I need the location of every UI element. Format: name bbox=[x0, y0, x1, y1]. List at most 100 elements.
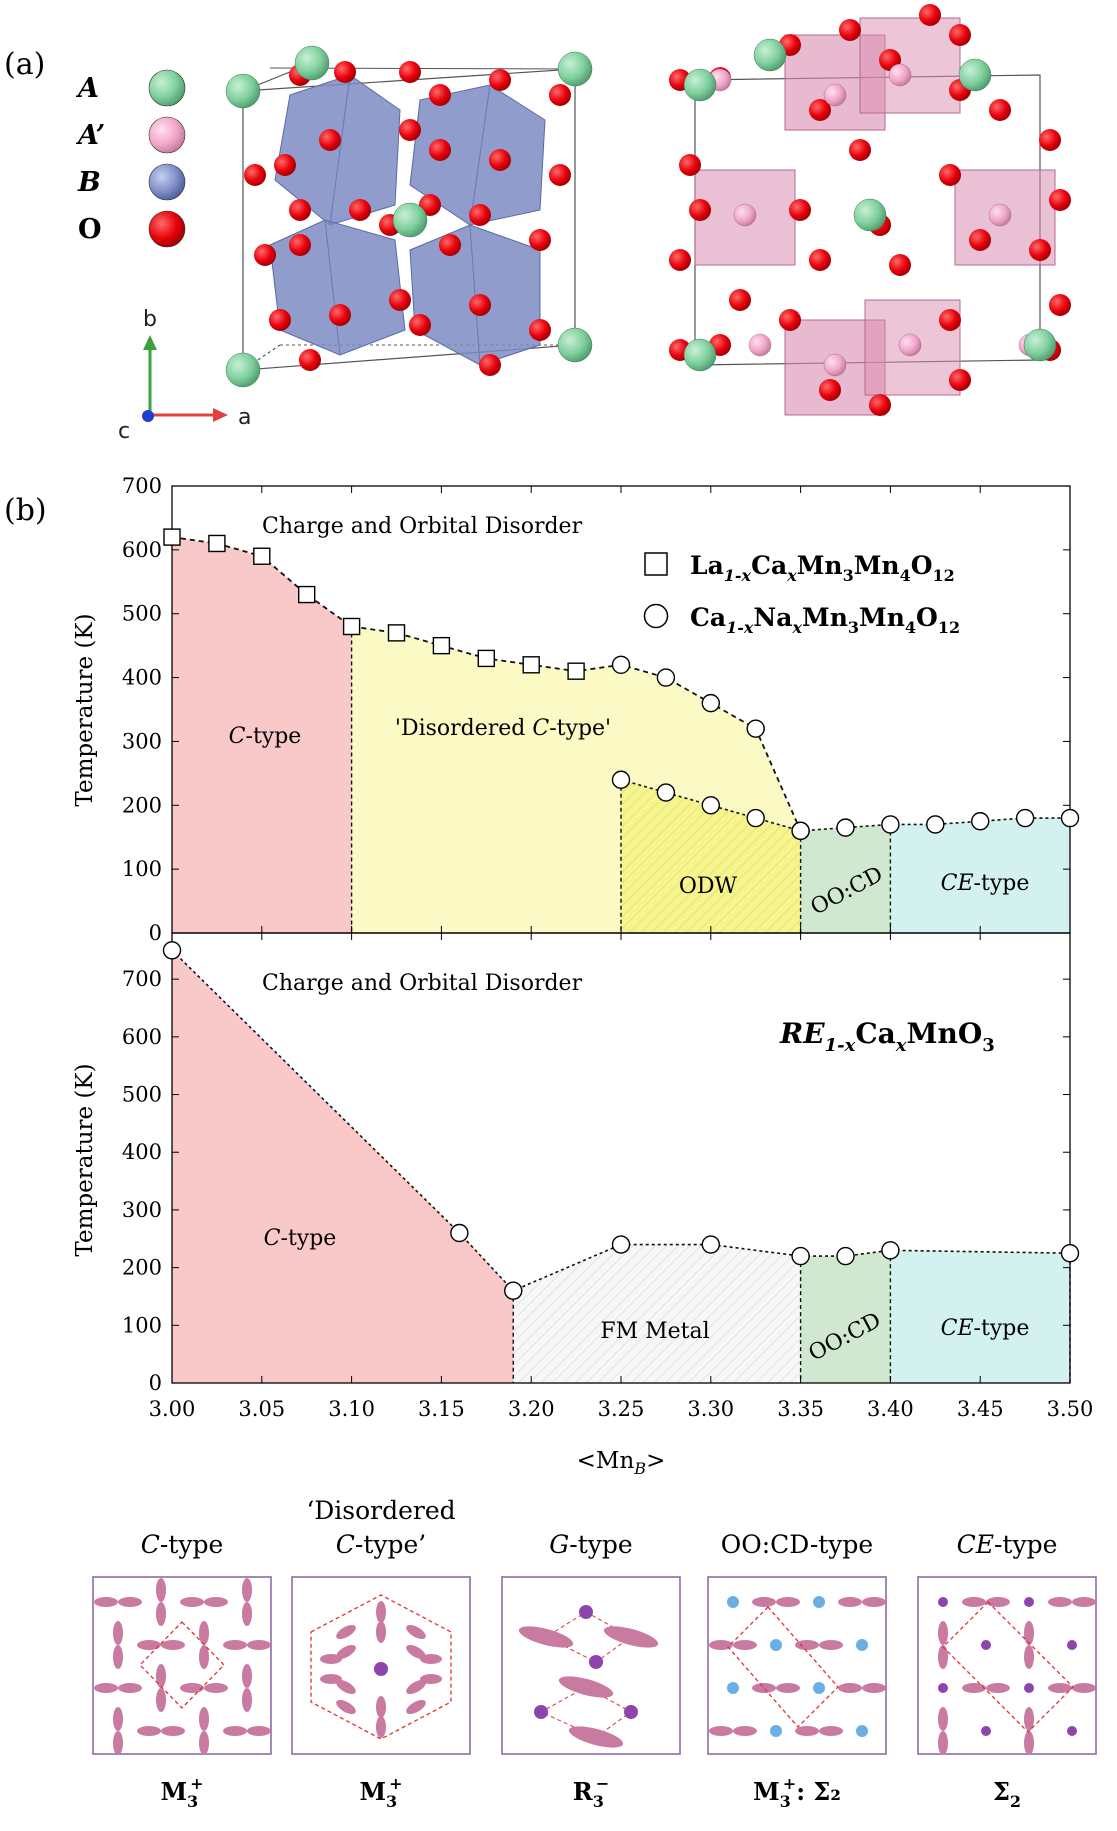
oxygen-atom bbox=[289, 234, 311, 256]
oxygen-atom bbox=[689, 199, 711, 221]
purple-site bbox=[981, 1726, 991, 1736]
orbital-lobe bbox=[156, 1664, 166, 1688]
region-c-type bbox=[172, 950, 514, 1383]
orbital-lobe bbox=[558, 1676, 614, 1698]
legend-label: La1-xCaxMn3Mn4O12 bbox=[690, 551, 955, 585]
oxygen-atom bbox=[869, 394, 891, 416]
data-point-circle bbox=[611, 1235, 631, 1254]
y-tick-label: 500 bbox=[122, 1083, 162, 1107]
legend-atom-label: A bbox=[75, 73, 99, 104]
data-point-circle bbox=[1060, 808, 1080, 828]
irrep-label: M3+ bbox=[359, 1774, 402, 1811]
orbital-lobe bbox=[838, 1683, 862, 1693]
irrep-label: M3+: Σ₂ bbox=[753, 1774, 841, 1811]
legend-atom-label: A’ bbox=[75, 120, 105, 151]
orbital-lobe bbox=[938, 1707, 948, 1731]
oxygen-atom bbox=[779, 309, 801, 331]
oxygen-atom bbox=[1049, 294, 1071, 316]
oxygen-atom bbox=[469, 204, 491, 226]
blue-site bbox=[727, 1596, 739, 1608]
orbital-lobe bbox=[320, 1654, 342, 1664]
oxygen-atom bbox=[809, 249, 831, 271]
orbital-lobe bbox=[938, 1731, 948, 1755]
purple-site bbox=[534, 1705, 548, 1719]
orbital-lobe bbox=[199, 1707, 209, 1731]
oxygen-atom bbox=[1049, 189, 1071, 211]
legend-atom-sphere bbox=[148, 163, 186, 201]
orbital-lobe bbox=[406, 1645, 426, 1659]
legend-atom-label: B bbox=[77, 167, 101, 198]
x-tick-label: 3.45 bbox=[957, 1397, 1004, 1421]
y-tick-label: 100 bbox=[122, 857, 162, 881]
oxygen-atom bbox=[849, 139, 871, 161]
chart-top-title: Charge and Orbital Disorder bbox=[262, 514, 583, 539]
data-point-circle bbox=[450, 1223, 469, 1243]
orbital-lobe bbox=[223, 1640, 247, 1650]
orbital-lobe bbox=[376, 1696, 386, 1718]
oxygen-atom bbox=[254, 244, 276, 266]
orbital-lobe bbox=[137, 1726, 161, 1736]
oxygen-atom bbox=[399, 61, 421, 83]
legend-marker-circle bbox=[643, 603, 669, 629]
order-title: CE-type bbox=[957, 1530, 1058, 1559]
panel-b-label: (b) bbox=[4, 493, 47, 528]
atom-legend: A A’ BO bbox=[75, 69, 186, 248]
oxygen-atom bbox=[919, 4, 941, 26]
data-point-circle bbox=[701, 693, 720, 713]
legend-atom-sphere bbox=[148, 116, 186, 154]
orbital-lobe bbox=[336, 1700, 356, 1714]
y-tick-label: 0 bbox=[149, 1371, 162, 1395]
orbital-lobe bbox=[819, 1726, 843, 1736]
region-label: CE-type bbox=[941, 871, 1030, 896]
y-tick-label: 700 bbox=[122, 967, 162, 991]
data-point-circle bbox=[926, 815, 945, 834]
a-site-atom bbox=[225, 73, 261, 109]
orbital-lobe bbox=[603, 1626, 659, 1648]
region-ce-type bbox=[890, 1250, 1070, 1383]
a-prime-atom bbox=[748, 333, 772, 357]
data-point-circle bbox=[701, 1235, 720, 1254]
oxygen-atom bbox=[409, 314, 431, 336]
a-site-atom bbox=[958, 58, 992, 92]
purple-site bbox=[1024, 1683, 1034, 1693]
orbital-lobe bbox=[376, 1601, 386, 1623]
y-tick-label: 600 bbox=[122, 1025, 162, 1049]
blue-site bbox=[770, 1725, 782, 1737]
data-point-square bbox=[567, 662, 585, 680]
unit-cell-outline bbox=[139, 1621, 225, 1709]
orbital-lobe bbox=[406, 1680, 426, 1694]
order-title: C-type’ bbox=[336, 1530, 427, 1559]
orbital-lobe bbox=[795, 1726, 819, 1736]
a-site-atom bbox=[557, 51, 593, 87]
data-point-circle bbox=[1015, 808, 1035, 828]
series-line bbox=[171, 949, 1071, 1292]
region-c-type bbox=[172, 537, 352, 933]
orbital-lobe bbox=[1048, 1683, 1072, 1693]
oxygen-atom bbox=[274, 154, 296, 176]
data-point-circle bbox=[836, 1246, 855, 1266]
region-fm-metal bbox=[513, 1244, 801, 1383]
oxygen-atom bbox=[949, 369, 971, 391]
oxygen-atom bbox=[549, 164, 571, 186]
order-title-line1: ‘Disordered bbox=[306, 1496, 455, 1525]
a-site-atom bbox=[853, 198, 887, 232]
orbital-lobe bbox=[94, 1597, 118, 1607]
a-site-atom bbox=[392, 202, 428, 238]
order-diagram: CE-type Σ2 bbox=[917, 1530, 1097, 1811]
oxygen-atom bbox=[439, 234, 461, 256]
oxygen-atom bbox=[529, 319, 551, 341]
oxygen-atom bbox=[479, 354, 501, 376]
orbital-lobe bbox=[180, 1683, 204, 1693]
data-point-square bbox=[432, 636, 451, 655]
orbital-lobe bbox=[752, 1597, 776, 1607]
order-diagrams: C-type M3+ ‘Disordered C-type’ M3+ G-type R3− O… bbox=[92, 1496, 1097, 1811]
chart-top: 0 100 200 300 400 500 600 700 Charge and Orbita… bbox=[72, 474, 1080, 945]
orbital-lobe bbox=[1024, 1707, 1034, 1731]
unit-cell-outline bbox=[942, 1601, 1074, 1733]
purple-site bbox=[1067, 1640, 1077, 1650]
orbital-lobe bbox=[752, 1683, 776, 1693]
orbital-lobe bbox=[113, 1707, 123, 1731]
oxygen-atom bbox=[839, 19, 861, 41]
oxygen-atom bbox=[389, 289, 411, 311]
